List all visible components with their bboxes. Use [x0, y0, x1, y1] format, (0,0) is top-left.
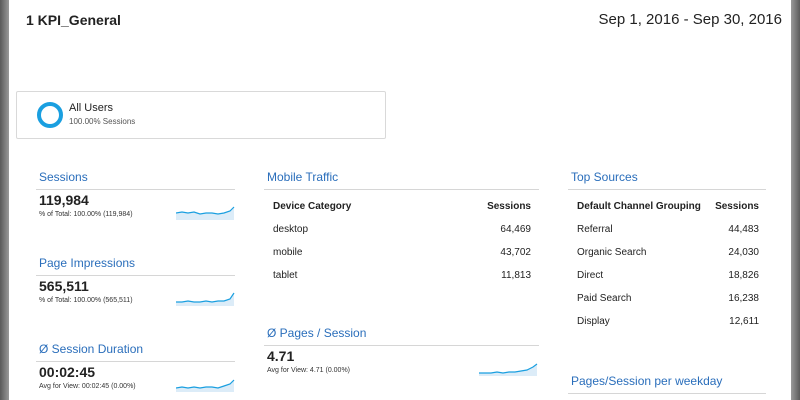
top-sources-divider [568, 189, 766, 190]
channel-cell: Referral [577, 224, 613, 235]
session-duration-sparkline-line [176, 379, 235, 389]
table-header-row: Default Channel Grouping Sessions [577, 194, 759, 218]
device-cell: desktop [273, 224, 309, 235]
sessions-cell: 43,702 [500, 247, 531, 258]
page-impressions-sparkline-line [176, 292, 235, 303]
page-impressions-sparkline [176, 292, 235, 306]
pages-per-session-sparkline [479, 363, 538, 376]
table-header-row: Device Category Sessions [273, 194, 531, 218]
sessions-cell: 24,030 [728, 247, 759, 258]
window-frame-right [791, 0, 800, 400]
table-row: Direct 18,826 [577, 264, 759, 287]
session-duration-divider [36, 361, 235, 362]
channel-cell: Paid Search [577, 293, 632, 304]
column-header-sessions[interactable]: Sessions [715, 200, 759, 212]
column-header-sessions[interactable]: Sessions [487, 200, 531, 212]
top-sources-table: Default Channel Grouping Sessions Referr… [577, 194, 759, 333]
column-header-device-category[interactable]: Device Category [273, 200, 352, 212]
pages-per-weekday-divider [568, 393, 766, 394]
sessions-cell: 11,813 [501, 270, 531, 281]
session-duration-title[interactable]: Ø Session Duration [39, 342, 144, 356]
page-impressions-divider [36, 275, 235, 276]
device-cell: mobile [273, 247, 303, 258]
page-impressions-sparkline-area [176, 293, 234, 306]
report-title: 1 KPI_General [26, 12, 121, 28]
segment-subtitle: 100.00% Sessions [69, 117, 136, 126]
session-duration-value: 00:02:45 [39, 364, 96, 380]
pages-per-session-divider [264, 345, 539, 346]
mobile-traffic-title[interactable]: Mobile Traffic [267, 170, 339, 184]
sessions-value: 119,984 [39, 192, 89, 208]
sessions-cell: 12,611 [729, 316, 759, 327]
channel-cell: Organic Search [577, 247, 647, 258]
table-row: Organic Search 24,030 [577, 241, 759, 264]
session-duration-sparkline-area [176, 380, 234, 392]
table-row: Referral 44,483 [577, 218, 759, 241]
table-row: desktop 64,469 [273, 218, 531, 241]
sessions-divider [36, 189, 235, 190]
sessions-sparkline [176, 206, 235, 220]
table-row: tablet 11,813 [273, 264, 531, 287]
pages-per-session-title[interactable]: Ø Pages / Session [267, 326, 367, 340]
table-row: Paid Search 16,238 [577, 287, 759, 310]
sessions-sparkline-line [176, 206, 235, 215]
mobile-traffic-divider [264, 189, 539, 190]
sessions-cell: 64,469 [500, 224, 531, 235]
table-row: mobile 43,702 [273, 241, 531, 264]
session-duration-note: Avg for View: 00:02:45 (0.00%) [39, 383, 136, 390]
segment-name: All Users [69, 102, 114, 114]
sessions-note: % of Total: 100.00% (119,984) [39, 211, 133, 218]
session-duration-sparkline [176, 379, 235, 392]
sessions-title[interactable]: Sessions [39, 170, 88, 184]
column-header-channel-grouping[interactable]: Default Channel Grouping [577, 200, 701, 212]
table-row: Display 12,611 [577, 310, 759, 333]
device-cell: tablet [273, 270, 298, 281]
pages-per-session-value: 4.71 [267, 348, 295, 364]
date-range-picker[interactable]: Sep 1, 2016 - Sep 30, 2016 [598, 11, 782, 28]
sessions-cell: 16,238 [728, 293, 759, 304]
channel-cell: Direct [577, 270, 604, 281]
channel-cell: Display [577, 316, 610, 327]
page-impressions-value: 565,511 [39, 278, 89, 294]
segment-card[interactable]: All Users 100.00% Sessions [16, 91, 386, 139]
sessions-cell: 44,483 [728, 224, 759, 235]
page-impressions-title[interactable]: Page Impressions [39, 256, 136, 270]
pages-per-session-sparkline-line [479, 363, 538, 374]
page-impressions-note: % of Total: 100.00% (565,511) [39, 297, 133, 304]
pages-per-session-note: Avg for View: 4.71 (0.00%) [267, 367, 351, 374]
pages-per-weekday-title[interactable]: Pages/Session per weekday [571, 374, 723, 388]
segment-ring-icon [37, 102, 63, 128]
top-sources-title[interactable]: Top Sources [571, 170, 638, 184]
mobile-traffic-table: Device Category Sessions desktop 64,469 … [273, 194, 531, 287]
window-frame-left [0, 0, 9, 400]
sessions-cell: 18,826 [728, 270, 759, 281]
